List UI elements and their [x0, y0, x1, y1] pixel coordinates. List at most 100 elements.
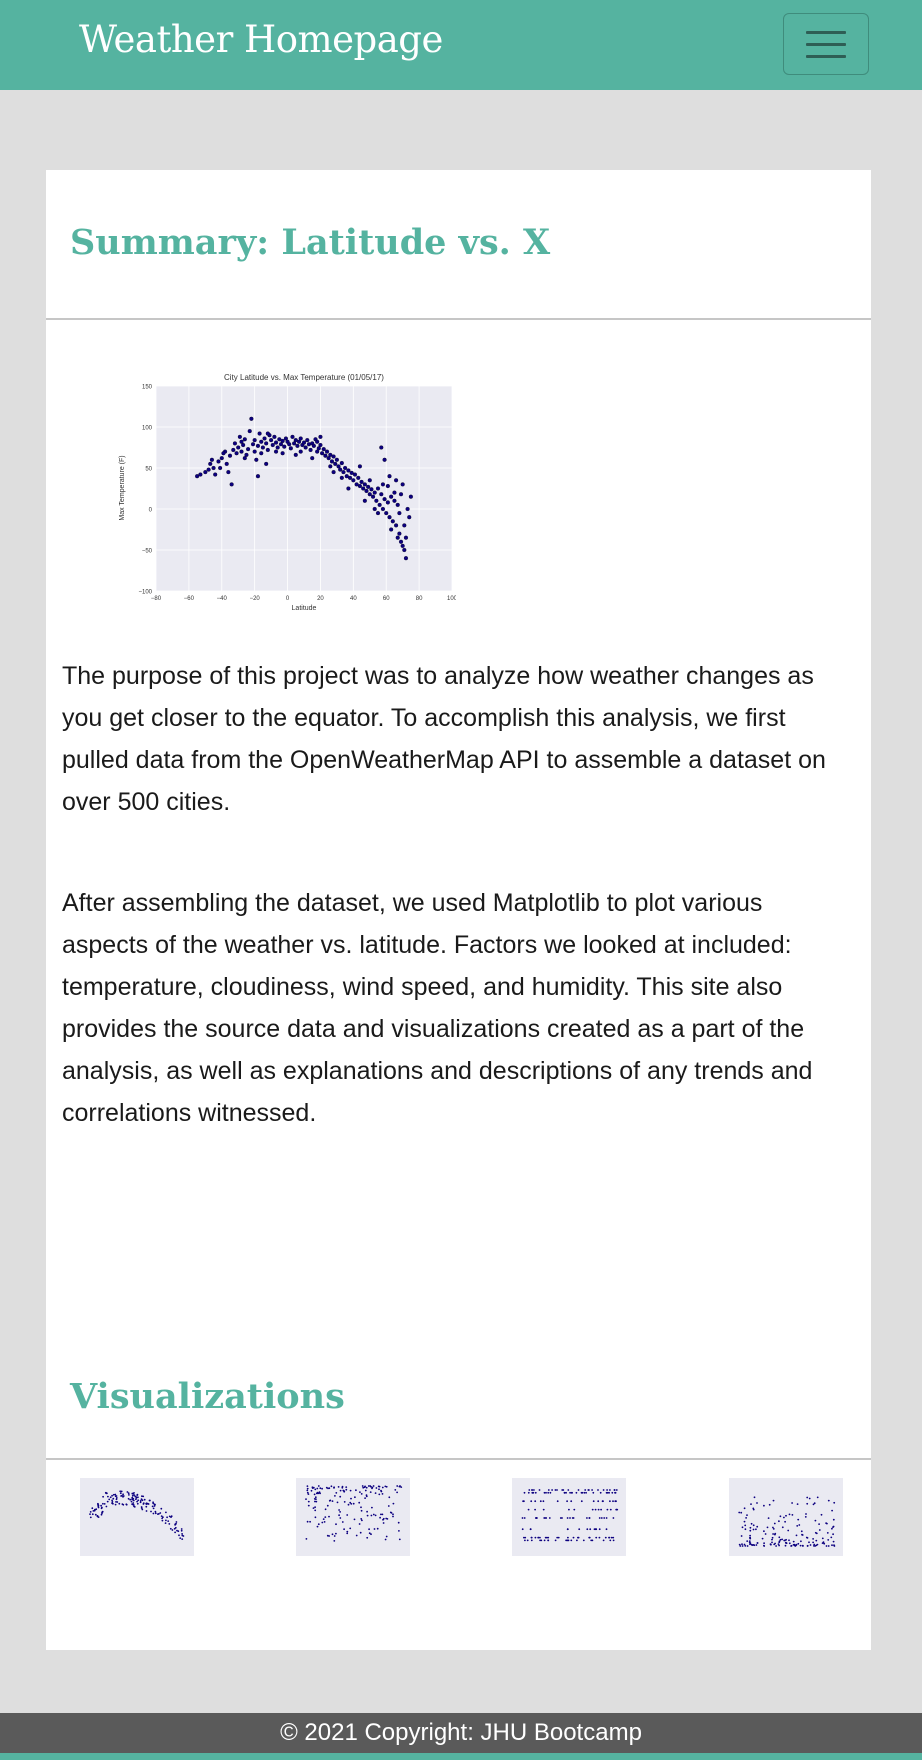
data-point [295, 443, 300, 448]
thumbnail-latitude-vs-humidity[interactable] [284, 1470, 414, 1562]
thumbnail-point [818, 1529, 821, 1531]
thumbnail-point [577, 1536, 580, 1539]
thumbnail-point [584, 1489, 587, 1491]
data-point [203, 470, 208, 475]
data-point [395, 535, 400, 540]
hamburger-menu-button[interactable] [783, 13, 869, 75]
brand-link[interactable]: Weather Homepage [79, 18, 443, 61]
data-point [408, 494, 413, 499]
data-point [226, 470, 231, 475]
thumbnail-point [366, 1514, 369, 1517]
thumbnail-point [768, 1503, 771, 1506]
thumbnail-point [605, 1528, 608, 1531]
thumbnail-point [833, 1501, 836, 1504]
data-point [298, 449, 303, 454]
thumbnail-point [339, 1495, 342, 1498]
thumbnail-point [346, 1530, 349, 1533]
thumbnail-point [164, 1522, 167, 1524]
thumbnail-point [788, 1539, 790, 1542]
thumbnail-point [763, 1530, 765, 1533]
data-point [367, 478, 372, 483]
thumbnail-point [557, 1536, 560, 1539]
data-point [316, 446, 321, 451]
data-point [328, 464, 333, 469]
thumbnail-point [101, 1510, 104, 1513]
thumbnail-point [321, 1521, 324, 1524]
thumbnail-point [167, 1520, 170, 1522]
thumbnail-point [594, 1528, 597, 1531]
thumbnail-point [133, 1506, 136, 1508]
thumbnail-point [174, 1526, 177, 1529]
thumbnail-point [161, 1517, 163, 1520]
data-point [384, 511, 389, 516]
thumbnail-point [96, 1515, 99, 1517]
thumbnail-point [750, 1522, 753, 1525]
thumbnail-point [752, 1507, 755, 1510]
data-point [224, 461, 229, 466]
thumbnail-point [586, 1528, 589, 1531]
thumbnail-point [820, 1513, 823, 1516]
thumbnail-point [333, 1487, 335, 1489]
thumbnail-point [788, 1513, 791, 1516]
thumbnail-point [314, 1496, 317, 1499]
thumbnail-point [180, 1529, 183, 1532]
data-point [392, 498, 397, 503]
thumbnail-point [745, 1517, 747, 1519]
x-tick-label: −60 [184, 596, 195, 602]
copyright-text: © 2021 Copyright: JHU Bootcamp [280, 1719, 642, 1746]
thumbnail-point [563, 1491, 566, 1494]
thumbnail-point [526, 1539, 529, 1542]
thumbnail-latitude-vs-wind-speed[interactable] [717, 1470, 847, 1562]
thumbnail-point [531, 1489, 533, 1491]
visualizations-header: Visualizations [46, 1320, 871, 1460]
thumbnail-point [543, 1491, 546, 1494]
thumbnail-point [326, 1534, 329, 1537]
thumbnail-point [573, 1508, 576, 1511]
thumbnail-point [382, 1522, 385, 1524]
data-point [385, 483, 390, 489]
thumbnail-point [740, 1535, 743, 1537]
thumbnail-point [106, 1500, 109, 1503]
thumbnail-latitude-vs-temperature[interactable] [68, 1470, 198, 1562]
thumbnail-point [580, 1500, 583, 1503]
thumbnail-point [529, 1528, 532, 1531]
thumbnail-point [602, 1489, 605, 1491]
thumbnail-point [554, 1539, 557, 1542]
thumbnail-point [594, 1508, 597, 1511]
thumbnail-point [597, 1489, 599, 1491]
thumbnail-point [741, 1526, 744, 1529]
thumbnail-point [139, 1500, 142, 1502]
data-point [198, 472, 203, 477]
thumbnail-point [354, 1496, 356, 1499]
thumbnail-point [105, 1505, 108, 1508]
bottom-stripe [0, 1753, 922, 1760]
thumbnail-point [326, 1504, 329, 1507]
data-point [359, 479, 364, 484]
thumbnail-point [556, 1489, 558, 1491]
thumbnail-point [382, 1518, 384, 1521]
summary-title: Summary: Latitude vs. X [70, 222, 551, 263]
thumbnail-point [114, 1493, 117, 1496]
thumbnail-point [370, 1514, 373, 1517]
thumbnail-point [389, 1511, 392, 1514]
thumbnail-point [324, 1516, 327, 1518]
thumbnail-point [331, 1500, 334, 1502]
data-point [293, 452, 298, 457]
thumbnail-point [371, 1486, 374, 1489]
data-point [269, 438, 274, 443]
thumbnail-point [530, 1539, 533, 1542]
thumbnail-point [130, 1500, 133, 1503]
thumbnail-point [756, 1502, 758, 1504]
thumbnail-point [749, 1529, 752, 1532]
data-point [336, 464, 341, 469]
thumbnail-point [341, 1486, 344, 1489]
data-point [255, 474, 261, 479]
thumbnail-point [797, 1542, 800, 1545]
data-point [265, 447, 270, 453]
thumbnail-point [131, 1492, 134, 1495]
thumbnail-latitude-vs-cloudiness[interactable] [500, 1470, 630, 1562]
thumbnail-point [101, 1506, 103, 1509]
data-point [227, 453, 233, 458]
thumbnail-point [140, 1498, 143, 1501]
data-point [390, 519, 395, 524]
